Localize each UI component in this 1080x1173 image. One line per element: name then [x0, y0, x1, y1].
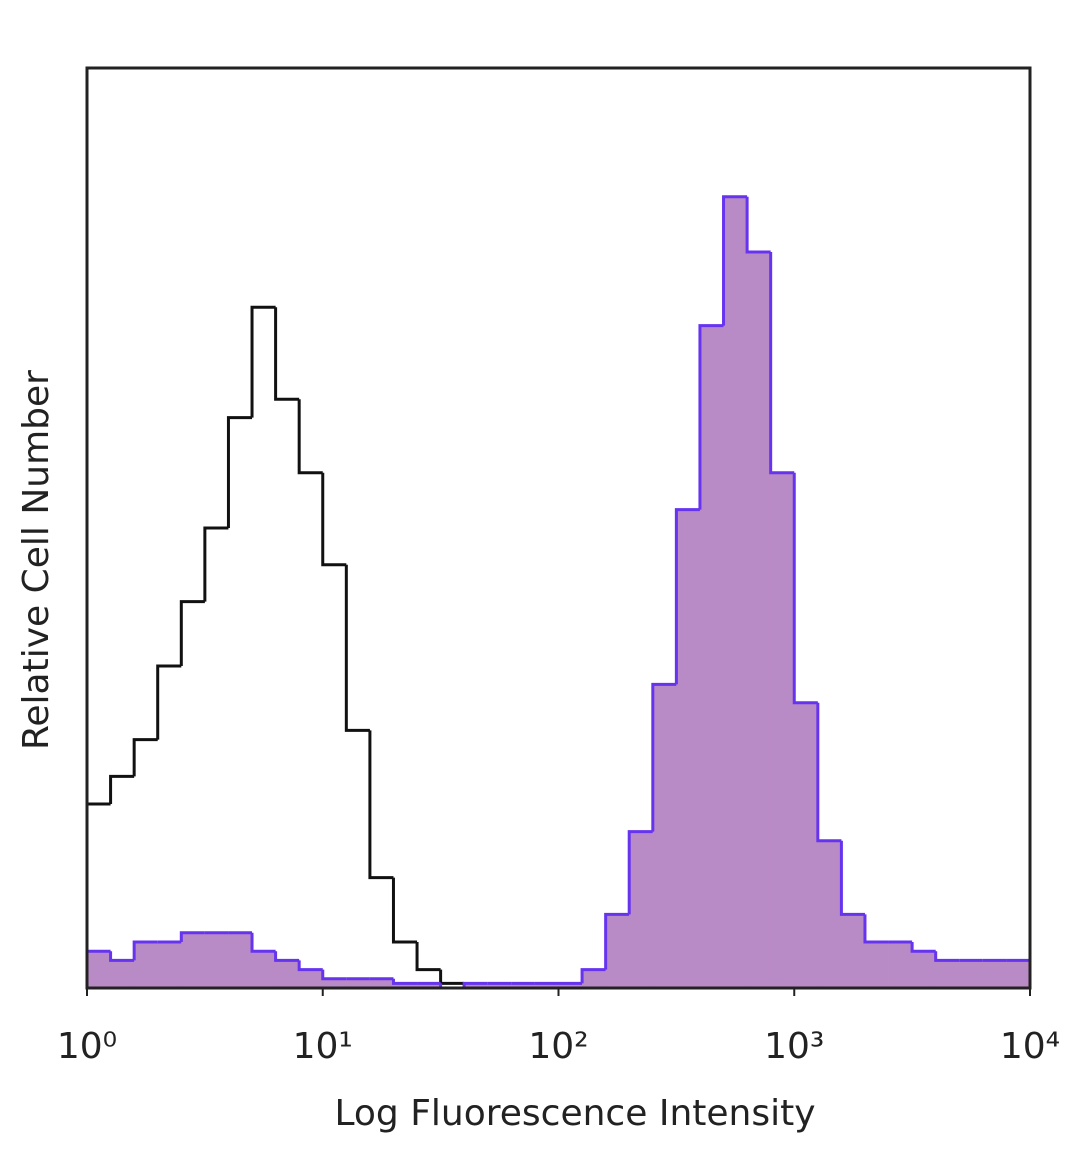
histogram-step	[297, 960, 323, 972]
histogram-bar	[204, 932, 229, 988]
histogram-step	[226, 416, 253, 528]
histogram-step	[651, 682, 677, 832]
histogram-step	[132, 738, 158, 777]
x-tick-label: 10⁴	[1000, 1026, 1060, 1067]
histogram-step	[627, 830, 653, 915]
histogram-step	[368, 730, 394, 880]
histogram-step	[792, 472, 818, 705]
histogram-bar	[794, 702, 819, 988]
histogram-step	[203, 526, 229, 602]
histogram-step	[745, 196, 771, 254]
histogram-step	[580, 968, 606, 984]
histogram-step	[910, 942, 936, 953]
histogram-bar	[935, 960, 960, 988]
histogram-step	[321, 969, 347, 981]
histogram-bar	[252, 951, 277, 988]
histogram-step	[250, 932, 276, 953]
histogram-series	[85, 195, 1032, 990]
histogram-step	[863, 914, 889, 944]
histogram-bar	[558, 983, 583, 988]
histogram-bar	[652, 684, 677, 988]
histogram-bar	[723, 196, 748, 989]
histogram-step	[722, 195, 748, 326]
histogram-bar	[747, 252, 772, 988]
histogram-bar	[699, 325, 724, 989]
histogram-step	[604, 912, 630, 970]
histogram-bar	[534, 983, 559, 988]
histogram-bar	[275, 960, 300, 988]
histogram-bar	[110, 960, 135, 988]
histogram-bar	[464, 983, 489, 988]
histogram-bar	[417, 983, 442, 988]
histogram-step	[674, 508, 700, 685]
histogram-step	[816, 702, 842, 843]
histogram-bar	[181, 932, 206, 988]
histogram-step	[415, 942, 441, 972]
y-axis-label: Relative Cell Number	[16, 370, 57, 750]
histogram-step	[934, 951, 960, 962]
histogram-bar	[346, 978, 371, 988]
histogram-bar	[369, 978, 394, 988]
histogram-bar	[817, 840, 842, 988]
histogram-bar	[1006, 960, 1031, 988]
histogram-bar	[299, 969, 324, 988]
histogram-step	[344, 564, 370, 732]
histogram-step	[274, 307, 300, 401]
histogram-bar	[393, 983, 418, 988]
histogram-bar	[864, 942, 889, 988]
histogram-step	[132, 940, 158, 961]
histogram-bar	[982, 960, 1007, 988]
histogram-step	[156, 664, 182, 740]
histogram-bar	[487, 983, 512, 988]
histogram-bar	[912, 951, 937, 988]
histogram-step	[462, 981, 488, 988]
histogram-bar	[228, 932, 253, 988]
histogram-step	[250, 305, 276, 418]
histogram-step	[769, 252, 795, 475]
histogram-step	[698, 324, 724, 510]
histogram-bar	[629, 831, 654, 988]
histogram-step	[839, 840, 865, 916]
histogram-step	[274, 951, 300, 962]
histogram-step	[109, 774, 135, 804]
x-tick-label: 10¹	[293, 1026, 353, 1067]
x-axis-label: Log Fluorescence Intensity	[334, 1093, 815, 1134]
histogram-bar	[134, 942, 159, 988]
histogram-step	[179, 600, 205, 666]
histogram-bar	[582, 969, 607, 988]
histogram-bar	[841, 914, 866, 988]
histogram-bar	[605, 914, 630, 988]
histogram-step	[439, 969, 465, 985]
histogram-bar	[959, 960, 984, 988]
histogram-bar	[87, 951, 111, 988]
histogram-series	[85, 305, 1030, 990]
histogram-bar	[511, 983, 536, 988]
histogram-bar	[770, 472, 795, 988]
x-tick-label: 10³	[764, 1026, 824, 1067]
histogram-step	[321, 472, 347, 567]
histogram-bar	[888, 942, 913, 988]
histogram-step	[109, 951, 135, 962]
x-tick-label: 10⁰	[57, 1026, 117, 1067]
histogram-step	[391, 877, 418, 944]
histogram-step	[297, 399, 323, 475]
histogram-step	[179, 931, 205, 942]
histogram-step	[391, 978, 418, 985]
histogram-bar	[676, 509, 701, 988]
histogram-bar	[157, 942, 182, 988]
histogram-bar	[322, 978, 347, 988]
x-tick-label: 10²	[528, 1026, 588, 1067]
